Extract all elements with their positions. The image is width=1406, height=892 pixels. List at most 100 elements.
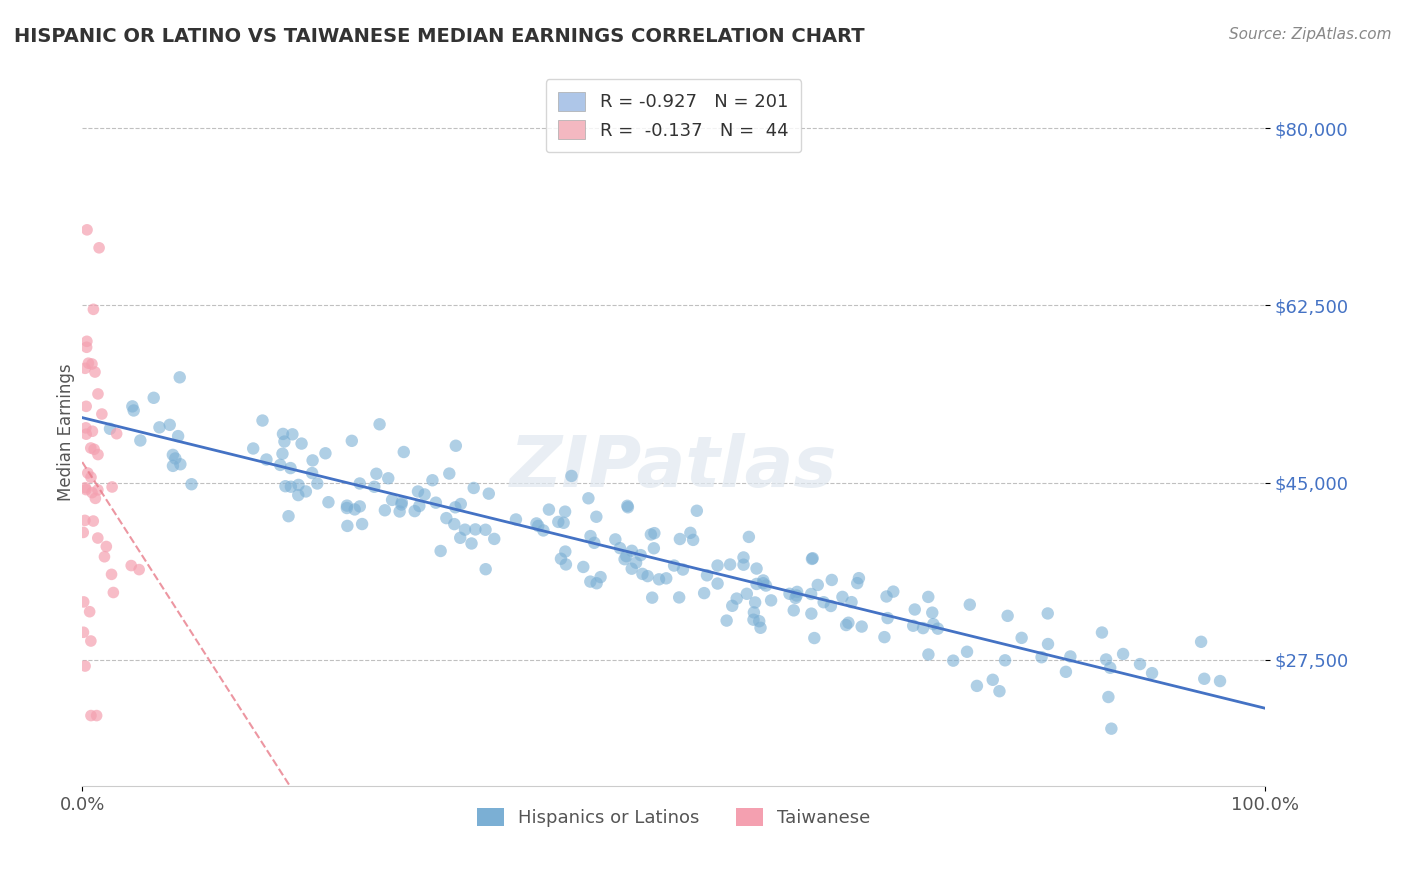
Point (841, 595, 863, 609)
Point (733, 558, 755, 572)
Point (82, 424, 104, 438)
Point (1097, 690, 1119, 704)
Point (554, 505, 576, 519)
Point (959, 598, 981, 612)
Point (837, 615, 859, 630)
Point (484, 532, 506, 546)
Point (280, 461, 302, 475)
Point (742, 613, 765, 627)
Point (1099, 661, 1122, 675)
Point (1112, 647, 1135, 661)
Point (129, 434, 152, 448)
Point (801, 551, 824, 566)
Point (641, 591, 664, 605)
Point (82, 302, 104, 317)
Point (1099, 722, 1122, 736)
Point (813, 595, 835, 609)
Point (80, 441, 103, 455)
Point (672, 563, 695, 577)
Point (287, 488, 309, 502)
Point (474, 523, 496, 537)
Point (121, 400, 143, 414)
Point (242, 442, 264, 456)
Point (589, 570, 612, 584)
Point (831, 590, 853, 604)
Point (927, 622, 949, 636)
Point (363, 480, 385, 494)
Point (340, 434, 363, 448)
Point (655, 571, 678, 585)
Point (912, 621, 935, 635)
Point (80, 634, 103, 648)
Point (783, 603, 806, 617)
Point (733, 550, 755, 565)
Point (779, 587, 801, 601)
Point (1189, 635, 1212, 649)
Point (801, 552, 824, 566)
Point (388, 504, 411, 518)
Point (706, 558, 728, 573)
Point (745, 561, 768, 575)
Point (1140, 666, 1163, 681)
Point (1209, 674, 1232, 689)
Point (349, 500, 371, 514)
Point (444, 500, 467, 515)
Point (101, 480, 124, 494)
Point (882, 584, 904, 599)
Point (585, 509, 607, 524)
Point (537, 502, 560, 516)
Point (381, 492, 404, 507)
Point (128, 563, 150, 577)
Point (86, 708, 108, 723)
Point (679, 525, 702, 540)
Point (391, 495, 413, 509)
Point (271, 426, 294, 441)
Point (120, 558, 142, 573)
Point (377, 471, 399, 485)
Point (84, 491, 107, 506)
Point (579, 529, 602, 543)
Point (162, 458, 184, 473)
Point (820, 599, 842, 613)
Point (752, 576, 775, 591)
Point (454, 523, 477, 537)
Point (450, 497, 472, 511)
Point (554, 544, 576, 558)
Point (318, 495, 340, 509)
Point (463, 481, 485, 495)
Point (846, 576, 869, 591)
Point (693, 586, 716, 600)
Point (72, 625, 94, 640)
Point (921, 606, 943, 620)
Point (1036, 607, 1059, 621)
Point (531, 524, 554, 538)
Point (527, 519, 550, 533)
Point (800, 607, 823, 621)
Legend: Hispanics or Latinos, Taiwanese: Hispanics or Latinos, Taiwanese (470, 800, 877, 834)
Point (640, 527, 662, 541)
Point (460, 536, 482, 550)
Point (876, 611, 898, 625)
Point (682, 533, 704, 547)
Point (165, 451, 187, 466)
Point (662, 558, 685, 573)
Point (280, 480, 302, 494)
Point (578, 491, 600, 506)
Point (73, 595, 96, 609)
Point (87, 531, 110, 545)
Point (122, 403, 145, 417)
Point (80, 708, 103, 723)
Point (1095, 652, 1118, 666)
Point (1031, 650, 1053, 665)
Point (616, 499, 638, 513)
Point (413, 487, 436, 501)
Point (637, 569, 659, 583)
Point (904, 602, 927, 616)
Point (1129, 657, 1152, 671)
Point (807, 578, 830, 592)
Point (273, 434, 295, 449)
Point (142, 391, 165, 405)
Point (256, 452, 278, 467)
Point (84, 365, 107, 379)
Point (75, 659, 97, 673)
